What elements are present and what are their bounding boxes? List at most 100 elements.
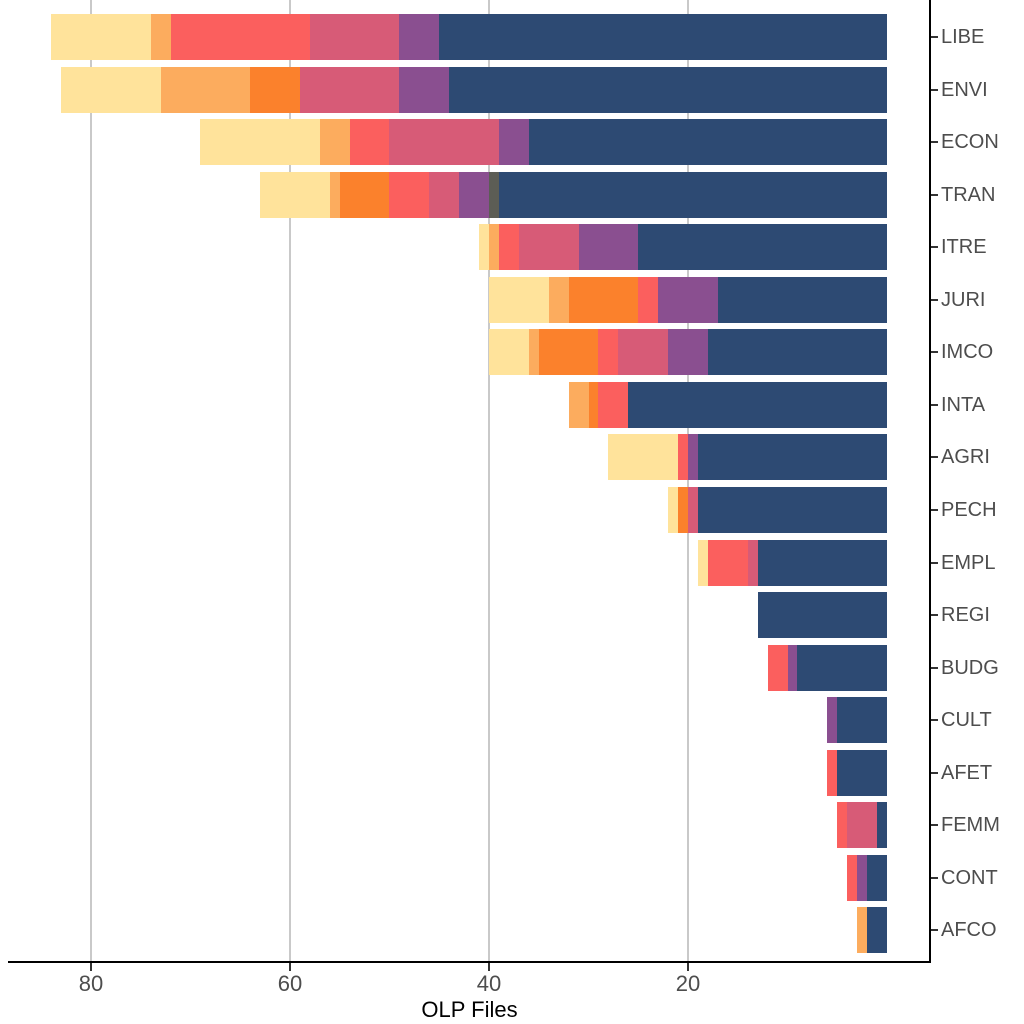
- segment-navy: [797, 644, 887, 691]
- bar-AGRI: [608, 434, 887, 481]
- y-category-label-FEMM: FEMM: [941, 814, 1000, 837]
- segment-navy: [877, 802, 887, 849]
- y-tick-ITRE: [931, 246, 938, 249]
- segment-coral: [598, 329, 619, 376]
- y-tick-PECH: [931, 508, 938, 511]
- segment-yellow: [697, 539, 708, 586]
- x-axis-title: OLP Files: [421, 997, 518, 1022]
- segment-yellow: [668, 486, 679, 533]
- x-axis-line: [8, 961, 931, 963]
- bar-BUDG: [767, 644, 887, 691]
- segment-orange: [339, 171, 390, 218]
- segment-orange: [538, 329, 599, 376]
- bar-FEMM: [837, 802, 887, 849]
- y-axis-line: [929, 0, 931, 963]
- bar-TRAN: [260, 171, 887, 218]
- segment-navy: [628, 381, 887, 428]
- segment-navy: [528, 119, 887, 166]
- segment-navy: [439, 14, 887, 60]
- bar-CULT: [827, 697, 887, 744]
- segment-navy: [837, 697, 887, 744]
- segment-orange: [588, 381, 599, 428]
- y-category-label-BUDG: BUDG: [941, 656, 999, 679]
- segment-light-orange: [548, 276, 569, 323]
- segment-orange: [568, 276, 639, 323]
- y-tick-INTA: [931, 403, 938, 406]
- y-tick-BUDG: [931, 666, 938, 669]
- x-tick-20: [687, 963, 689, 971]
- y-category-label-ENVI: ENVI: [941, 78, 988, 101]
- segment-navy: [867, 854, 887, 901]
- bar-AFET: [827, 749, 887, 796]
- bar-INTA: [568, 381, 887, 428]
- gridline-60: [289, 0, 291, 962]
- segment-light-orange: [160, 66, 251, 113]
- y-category-label-LIBE: LIBE: [941, 26, 985, 48]
- segment-pink: [687, 486, 698, 533]
- y-category-label-IMCO: IMCO: [941, 341, 994, 364]
- bar-EMPL: [697, 539, 887, 586]
- bar-ITRE: [479, 224, 887, 271]
- segment-light-orange: [489, 224, 499, 271]
- segment-purple: [578, 224, 639, 271]
- segment-navy: [498, 171, 887, 218]
- segment-coral: [498, 224, 519, 271]
- y-tick-IMCO: [931, 351, 938, 354]
- y-tick-EMPL: [931, 561, 938, 564]
- y-tick-AGRI: [931, 456, 938, 459]
- y-category-label-REGI: REGI: [941, 604, 990, 627]
- y-category-label-CULT: CULT: [941, 709, 992, 732]
- bar-LIBE: [51, 14, 887, 60]
- segment-coral: [389, 171, 430, 218]
- segment-coral: [170, 14, 310, 60]
- segment-coral: [847, 854, 858, 901]
- segment-yellow: [608, 434, 679, 481]
- segment-purple: [787, 644, 798, 691]
- segment-purple: [687, 434, 698, 481]
- segment-olive-gray: [488, 171, 499, 218]
- segment-coral: [767, 644, 788, 691]
- segment-pink: [389, 119, 499, 166]
- y-tick-FEMM: [931, 824, 938, 827]
- bar-JURI: [489, 276, 887, 323]
- segment-pink: [299, 66, 400, 113]
- y-tick-REGI: [931, 614, 938, 617]
- segment-yellow: [51, 14, 151, 60]
- y-category-label-TRAN: TRAN: [941, 183, 996, 206]
- segment-navy: [867, 907, 887, 954]
- segment-navy: [697, 486, 887, 533]
- segment-navy: [449, 66, 887, 113]
- segment-pink: [429, 171, 460, 218]
- segment-pink: [309, 14, 400, 60]
- segment-navy: [837, 749, 887, 796]
- segment-light-orange: [857, 907, 868, 954]
- gridline-80: [90, 0, 92, 962]
- y-tick-AFCO: [931, 929, 938, 932]
- y-tick-CONT: [931, 876, 938, 879]
- x-tick-label-80: 80: [78, 971, 104, 996]
- segment-purple: [857, 854, 868, 901]
- y-tick-AFET: [931, 771, 938, 774]
- gridline-40: [488, 0, 490, 962]
- y-category-label-JURI: JURI: [941, 288, 986, 311]
- segment-light-orange: [319, 119, 350, 166]
- segment-navy: [697, 434, 887, 481]
- x-tick-40: [488, 963, 490, 971]
- y-tick-LIBE: [931, 36, 938, 38]
- y-tick-TRAN: [931, 193, 938, 196]
- segment-coral: [827, 749, 838, 796]
- segment-coral: [707, 539, 748, 586]
- segment-pink: [618, 329, 669, 376]
- bar-CONT: [847, 854, 887, 901]
- segment-yellow: [479, 224, 489, 271]
- segment-purple: [399, 66, 450, 113]
- segment-pink: [847, 802, 878, 849]
- segment-purple: [658, 276, 718, 323]
- x-tick-label-40: 40: [476, 971, 502, 996]
- segment-navy: [638, 224, 887, 271]
- y-category-label-AGRI: AGRI: [941, 446, 990, 469]
- segment-pink: [747, 539, 758, 586]
- y-category-label-AFET: AFET: [941, 761, 993, 784]
- segment-yellow: [489, 276, 549, 323]
